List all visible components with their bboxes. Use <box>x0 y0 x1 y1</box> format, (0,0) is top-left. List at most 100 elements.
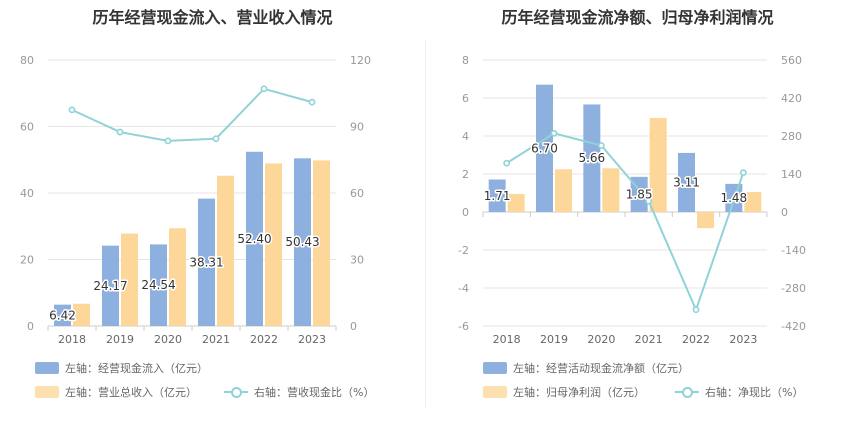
legend-swatch-bar-orange <box>483 386 507 398</box>
right-left-tick-label: 2 <box>462 168 469 181</box>
left-data-label: 6.42 <box>49 308 76 322</box>
left-bar-primary <box>198 198 215 326</box>
left-legend-item-3[interactable]: 右轴：营收现金比（%） <box>224 384 374 400</box>
left-x-tick-label: 2021 <box>202 333 230 346</box>
left-line-point <box>260 85 268 93</box>
right-legend-item-3[interactable]: 右轴：净现比（%） <box>675 384 803 400</box>
right-left-tick-label: 8 <box>462 54 469 67</box>
legend-label: 左轴：归母净利润（亿元） <box>513 386 645 399</box>
right-x-tick-label: 2023 <box>729 333 757 346</box>
left-left-tick-label: 40 <box>20 187 34 200</box>
left-data-label: 24.17 <box>93 279 127 293</box>
left-data-label: 24.54 <box>141 278 175 292</box>
left-line-point <box>212 135 220 143</box>
left-bar-primary <box>150 244 167 326</box>
left-bar-secondary <box>169 228 186 326</box>
left-x-tick-label: 2023 <box>298 333 326 346</box>
left-right-tick-label: 0 <box>350 320 357 333</box>
right-right-tick-label: 0 <box>781 206 788 219</box>
legend-label: 左轴：经营活动现金流净额（亿元） <box>513 362 689 375</box>
right-line-point <box>739 169 747 177</box>
right-data-label: 5.66 <box>578 151 605 165</box>
right-left-tick-label: 4 <box>462 130 469 143</box>
left-legend-item-1[interactable]: 左轴：经营现金流入（亿元） <box>35 360 208 376</box>
right-line-point <box>550 129 558 137</box>
right-data-label: 1.48 <box>720 191 747 205</box>
right-bar-primary <box>536 84 553 212</box>
right-bar-secondary <box>744 192 762 212</box>
left-chart-svg: 0 20 40 60 80 0 30 60 90 120 2018 2019 2020 2021 2022 2… <box>20 54 371 346</box>
right-x-tick-label: 2018 <box>493 333 521 346</box>
left-bar-primary <box>294 158 311 326</box>
left-data-label: 52.40 <box>237 232 271 246</box>
right-left-tick-label: 0 <box>462 206 469 219</box>
right-bar-secondary <box>649 117 667 212</box>
left-line-point <box>308 98 316 106</box>
legend-label: 左轴：经营现金流入（亿元） <box>65 362 208 375</box>
left-x-tick-label: 2019 <box>106 333 134 346</box>
left-bar-secondary <box>313 160 330 326</box>
legend-label: 右轴：营收现金比（%） <box>254 386 375 399</box>
left-right-tick-label: 60 <box>350 187 364 200</box>
legend-label: 右轴：净现比（%） <box>705 386 804 399</box>
legend-swatch-bar-blue <box>35 362 59 374</box>
left-bar-primary <box>54 304 71 326</box>
right-legend-item-1[interactable]: 左轴：经营活动现金流净额（亿元） <box>483 360 689 376</box>
legend-label: 左轴：营业总收入（亿元） <box>65 386 197 399</box>
left-x-tick-label: 2018 <box>58 333 86 346</box>
left-data-label: 50.43 <box>285 235 319 249</box>
right-bar-primary <box>583 104 601 212</box>
right-right-tick-label: -420 <box>781 320 806 333</box>
left-line-point <box>68 106 76 114</box>
legend-swatch-line <box>675 386 699 398</box>
left-bar-secondary <box>121 233 138 326</box>
right-x-tick-label: 2020 <box>587 333 615 346</box>
right-line-point <box>503 159 511 167</box>
legend-swatch-line <box>224 386 248 398</box>
left-bar-secondary <box>265 163 282 326</box>
right-left-tick-label: -6 <box>458 320 469 333</box>
right-data-label: 3.11 <box>673 175 700 189</box>
right-legend-item-2[interactable]: 左轴：归母净利润（亿元） <box>483 384 645 400</box>
right-data-label: 1.85 <box>626 187 653 201</box>
left-x-tick-label: 2022 <box>250 333 278 346</box>
left-line-point <box>116 128 124 136</box>
left-bar-primary <box>102 245 119 326</box>
left-legend-item-2[interactable]: 左轴：营业总收入（亿元） <box>35 384 197 400</box>
right-x-tick-label: 2019 <box>540 333 568 346</box>
right-bar-primary <box>488 179 506 212</box>
left-x-tick-label: 2020 <box>154 333 182 346</box>
right-chart-svg: -6 -4 -2 0 2 4 6 8 -420 -280 -140 0 140 280 420 560 2018… <box>458 54 806 346</box>
right-left-tick-label: -2 <box>458 244 469 257</box>
right-series-line <box>506 132 745 313</box>
right-line-point <box>645 197 653 205</box>
right-bar-secondary <box>555 169 572 212</box>
left-chart-title: 历年经营现金流入、营业收入情况 <box>92 8 333 27</box>
right-chart-title: 历年经营现金流净额、归母净利润情况 <box>501 8 774 27</box>
right-right-tick-label: 420 <box>781 92 802 105</box>
left-right-tick-label: 120 <box>350 54 371 67</box>
left-bar-primary <box>246 151 263 326</box>
right-x-tick-label: 2021 <box>635 333 663 346</box>
right-data-label: 1.71 <box>484 189 511 203</box>
right-bar-secondary <box>602 168 620 212</box>
left-line-point <box>164 137 172 145</box>
right-x-tick-label: 2022 <box>682 333 710 346</box>
right-bar-secondary <box>507 193 525 212</box>
panel-divider <box>425 40 426 408</box>
right-right-tick-label: 140 <box>781 168 802 181</box>
legend-swatch-bar-orange <box>35 386 59 398</box>
legend-swatch-bar-blue <box>483 362 507 374</box>
right-bar-secondary <box>697 212 714 229</box>
right-right-tick-label: -140 <box>781 244 806 257</box>
left-series-line <box>71 87 313 142</box>
right-right-tick-label: 280 <box>781 130 802 143</box>
right-line-point <box>692 306 700 314</box>
right-left-tick-label: 6 <box>462 92 469 105</box>
right-right-tick-label: -280 <box>781 282 806 295</box>
left-bar-secondary <box>217 175 234 326</box>
left-bar-secondary <box>73 303 90 326</box>
left-chart-panel: 历年经营现金流入、营业收入情况 0 20 40 60 80 0 30 60 90 120 2018 2… <box>20 8 374 400</box>
right-line-point <box>597 142 605 149</box>
left-right-tick-label: 30 <box>350 254 364 267</box>
